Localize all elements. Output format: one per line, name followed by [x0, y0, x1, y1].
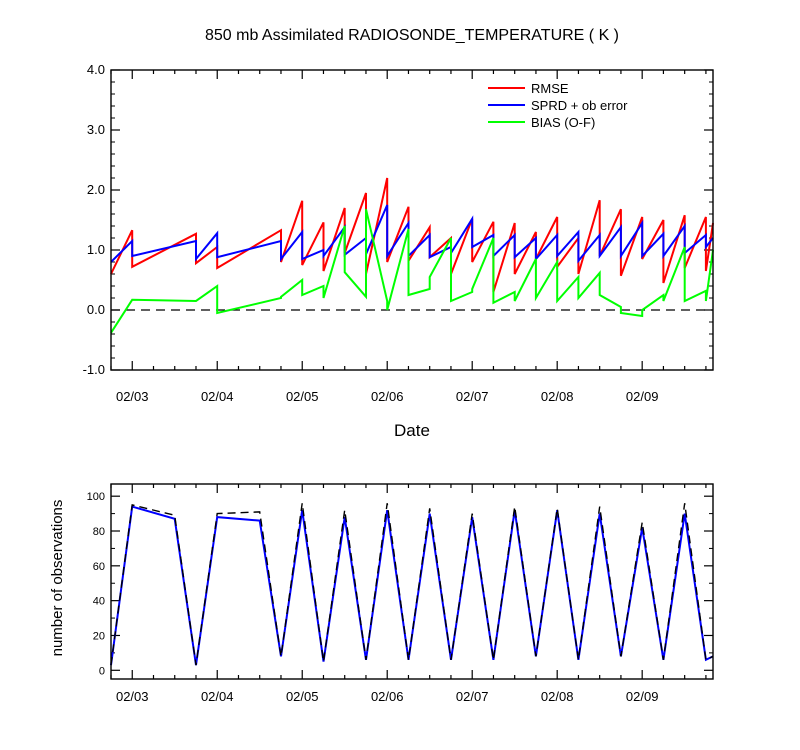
x-tick-label: 02/04: [201, 389, 234, 404]
plot-frame: [110, 483, 714, 680]
y-tick-label: 2.0: [87, 182, 105, 197]
bias-o-f-series: [110, 208, 714, 334]
y-tick-label: 1.0: [87, 242, 105, 257]
x-tick-label: 02/06: [371, 689, 404, 704]
x-tick-label: 02/08: [541, 689, 574, 704]
legend-label-rmse: RMSE: [531, 81, 569, 96]
bottom-y-axis-label: number of observations: [49, 500, 66, 657]
plot-frame: [110, 69, 714, 371]
legend-label-sprd-ob-error: SPRD + ob error: [531, 98, 628, 113]
dashed-count-series: [110, 503, 714, 666]
x-tick-label: 02/04: [201, 689, 234, 704]
y-tick-label: 100: [87, 491, 105, 503]
y-tick-label: 60: [93, 561, 105, 573]
x-tick-label: 02/08: [541, 389, 574, 404]
y-tick-label: 3.0: [87, 122, 105, 137]
x-tick-label: 02/06: [371, 389, 404, 404]
x-tick-label: 02/03: [116, 389, 149, 404]
legend-label-bias-o-f: BIAS (O-F): [531, 115, 595, 130]
rmse-series: [110, 177, 714, 293]
top-chart: -1.0 0.0 1.0 2.0 3.0 4.0 02/03 02/04 02/05 02/06 0…: [83, 62, 714, 404]
x-tick-label: 02/09: [626, 389, 659, 404]
y-tick-label: 0.0: [87, 302, 105, 317]
x-tick-label: 02/05: [286, 689, 319, 704]
y-tick-label: 40: [93, 596, 105, 608]
top-x-axis-label: Date: [394, 421, 430, 440]
y-tick-label: -1.0: [83, 362, 105, 377]
y-tick-label: 20: [93, 630, 105, 642]
y-tick-label: 4.0: [87, 62, 105, 77]
y-tick-label: 80: [93, 526, 105, 538]
x-tick-label: 02/07: [456, 689, 489, 704]
x-tick-label: 02/09: [626, 689, 659, 704]
chart-title: 850 mb Assimilated RADIOSONDE_TEMPERATUR…: [205, 27, 619, 44]
x-tick-label: 02/03: [116, 689, 149, 704]
y-tick-label: 0: [99, 665, 105, 677]
x-tick-label: 02/07: [456, 389, 489, 404]
bottom-chart: 0 20 40 60 80 100 02/03 02/04 02/05 02/06 02/07 02/…: [87, 483, 714, 704]
sprd-ob-error-series: [110, 204, 714, 264]
x-tick-label: 02/05: [286, 389, 319, 404]
